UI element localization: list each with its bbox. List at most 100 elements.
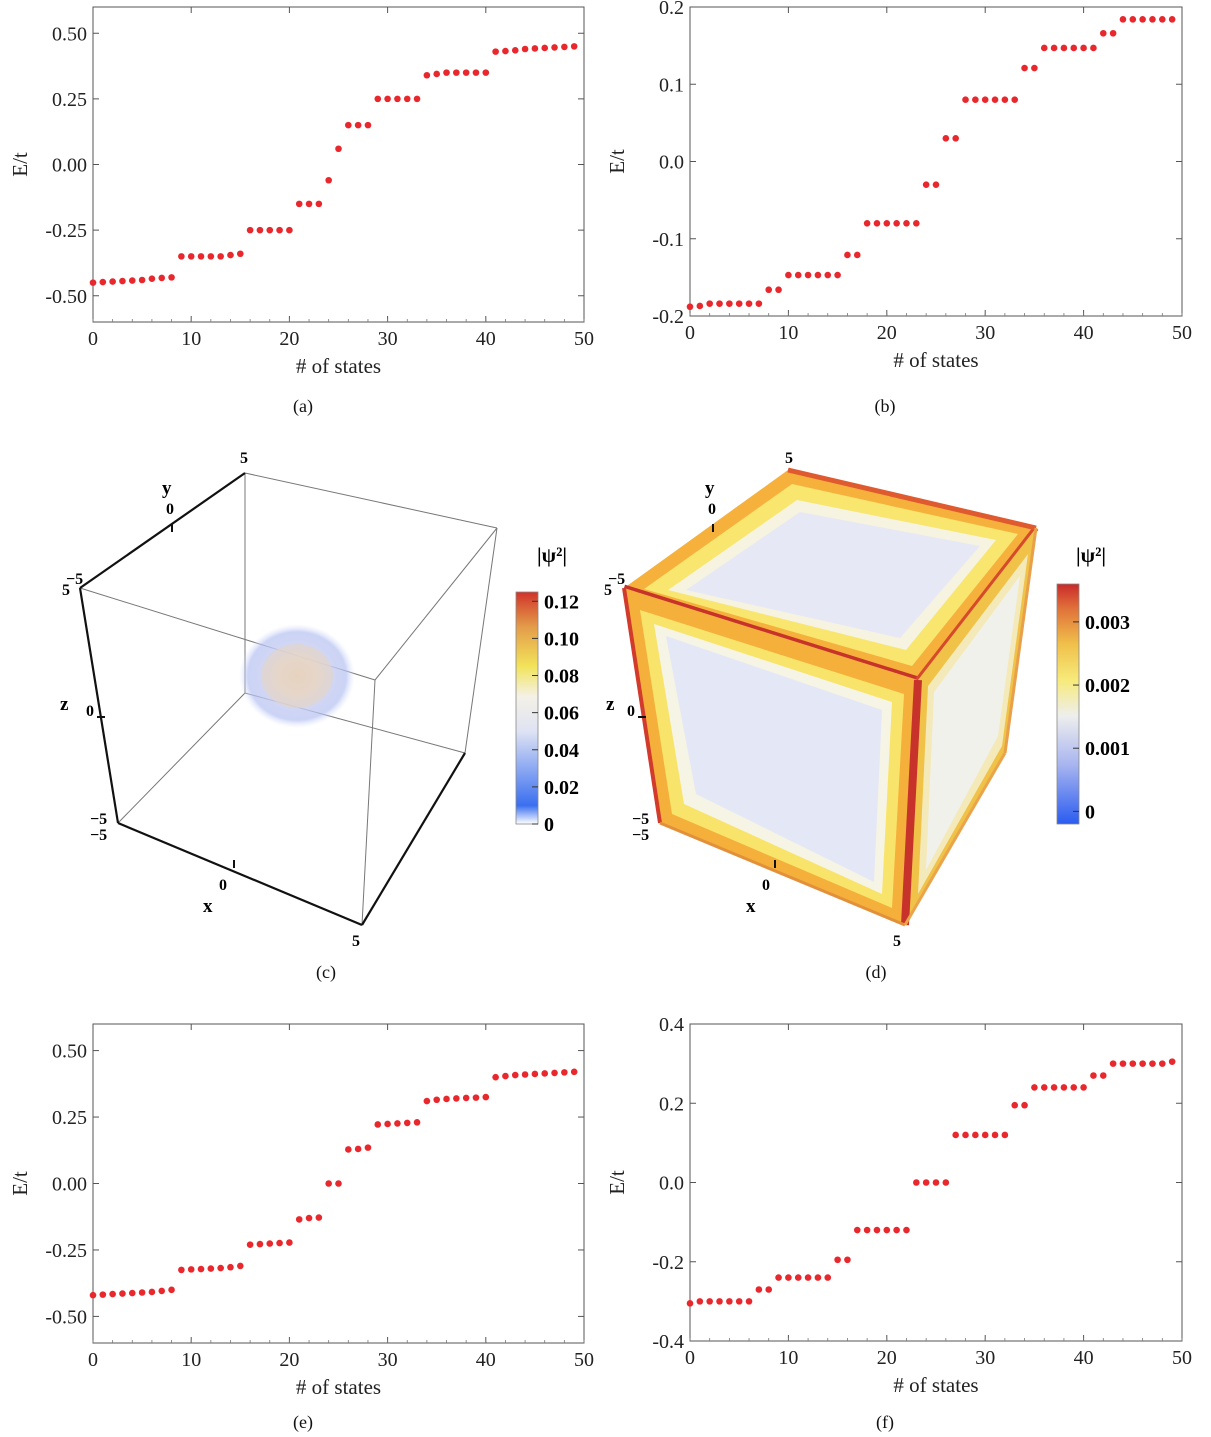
x-tick-label: 30 [378, 1349, 398, 1371]
data-point [1050, 44, 1058, 52]
data-point [295, 1216, 303, 1223]
x-tick-minus5: −5 [90, 827, 107, 844]
data-point [266, 226, 274, 234]
data-point [394, 1120, 401, 1127]
data-point [913, 220, 920, 227]
data-point [423, 1097, 431, 1105]
y-tick-label: -0.25 [45, 1240, 87, 1262]
x-tick-label: 0 [88, 328, 98, 350]
data-point [158, 1287, 166, 1295]
data-point [1149, 16, 1156, 23]
z-tick-0: 0 [86, 703, 94, 720]
data-point [1060, 44, 1068, 52]
y-tick-label: 0.00 [52, 1174, 87, 1196]
data-point [462, 1094, 470, 1102]
y-axis-title: E/t [8, 152, 32, 177]
data-point [89, 279, 97, 286]
data-point [1031, 64, 1038, 72]
data-point [109, 1290, 116, 1298]
data-point [433, 1096, 441, 1104]
data-point [853, 1226, 861, 1234]
panel-b-chart: 0 10 20 30 40 50 -0.2 -0.1 0.0 0.1 0.2 # of states E… [605, 0, 1192, 372]
data-point [1031, 1084, 1038, 1091]
x-tick-label: 50 [574, 328, 594, 350]
data-point [354, 121, 362, 129]
y-tick-label: 0.2 [659, 1093, 684, 1115]
data-point [883, 220, 891, 227]
data-point [1099, 1072, 1107, 1079]
z-tick-0: 0 [627, 703, 635, 720]
data-point [1099, 29, 1107, 37]
colorbar-tick-label: 0.08 [544, 666, 579, 688]
y-tick-minus5: −5 [608, 571, 625, 588]
data-point [217, 1264, 224, 1272]
data-point [1011, 96, 1019, 103]
data-point [794, 271, 802, 279]
data-point [197, 253, 205, 260]
colorbar-tick-label: 0 [1085, 801, 1095, 823]
data-point [834, 271, 841, 279]
panel-e-chart: 0 10 20 30 40 50 -0.50 -0.25 0.00 0.25 0.50 # of st… [8, 1023, 594, 1399]
y-tick-5: 5 [240, 450, 248, 467]
data-point [1119, 16, 1127, 23]
y-tick-label: -0.4 [652, 1331, 684, 1353]
x-tick-0: 0 [762, 877, 770, 894]
data-point [462, 69, 470, 76]
y-axis-label: y [162, 478, 172, 499]
colorbar-tick-label: 0 [544, 814, 554, 836]
data-point [844, 1256, 851, 1264]
x-tick-label: 10 [181, 328, 201, 350]
data-point [1129, 1060, 1137, 1067]
data-point [541, 44, 549, 52]
x-tick-label: 0 [685, 1347, 695, 1369]
x-tick-label: 50 [1172, 1347, 1192, 1369]
data-point [755, 300, 763, 307]
data-point [511, 47, 519, 54]
data-point [413, 1119, 421, 1126]
data-point [551, 44, 558, 51]
data-point [345, 121, 352, 129]
data-point [962, 1131, 969, 1139]
data-point [472, 1094, 480, 1101]
data-point [541, 1070, 549, 1077]
data-point [502, 47, 509, 55]
data-point [531, 1070, 539, 1078]
y-axis-title: E/t [605, 149, 629, 174]
panel-a-chart: 0 10 20 30 40 50 -0.50 -0.25 0.00 0.25 0.50 # of st… [8, 6, 594, 378]
data-point [922, 1179, 930, 1186]
data-point [119, 277, 126, 285]
data-point [932, 181, 940, 188]
data-point [804, 1274, 812, 1281]
data-point [775, 1274, 782, 1281]
y-tick-label: -0.50 [45, 286, 87, 308]
data-point [834, 1256, 841, 1264]
y-axis-label: y [705, 478, 715, 499]
data-point [521, 45, 529, 53]
data-point [785, 1274, 792, 1281]
data-point [119, 1290, 126, 1297]
data-point [492, 1073, 499, 1081]
panel-f-chart: 0 10 20 30 40 50 -0.4 -0.2 0.0 0.2 0.4 # of states E… [605, 1014, 1192, 1397]
y-axis-title: E/t [8, 1171, 32, 1196]
box-frame-front [78, 472, 466, 927]
caption-e: (e) [293, 1412, 313, 1432]
y-tick-label: 0.25 [52, 89, 87, 111]
data-point [286, 1239, 293, 1246]
y-tick-label: 0.4 [659, 1014, 684, 1036]
data-point [423, 71, 431, 79]
data-point [237, 1262, 244, 1270]
colorbar-c-title: |ψ²| [537, 543, 567, 567]
data-point [1139, 16, 1146, 23]
data-point [128, 1289, 136, 1297]
x-tick-label: 20 [877, 322, 897, 344]
data-point [384, 95, 391, 103]
x-tick-label: 20 [877, 1347, 897, 1369]
caption-d: (d) [865, 962, 887, 982]
data-point [364, 1144, 372, 1151]
y-tick-label: 0.0 [659, 152, 684, 174]
x-axis-label: x [203, 896, 213, 917]
data-point [276, 226, 283, 234]
panel-c-density-plot: 5 0 y −5 5 0 z −5 −5 0 x 5 |ψ²| 0 0.02 0.0… [60, 450, 579, 950]
data-point [1109, 29, 1117, 37]
x-tick-minus5: −5 [632, 827, 649, 844]
